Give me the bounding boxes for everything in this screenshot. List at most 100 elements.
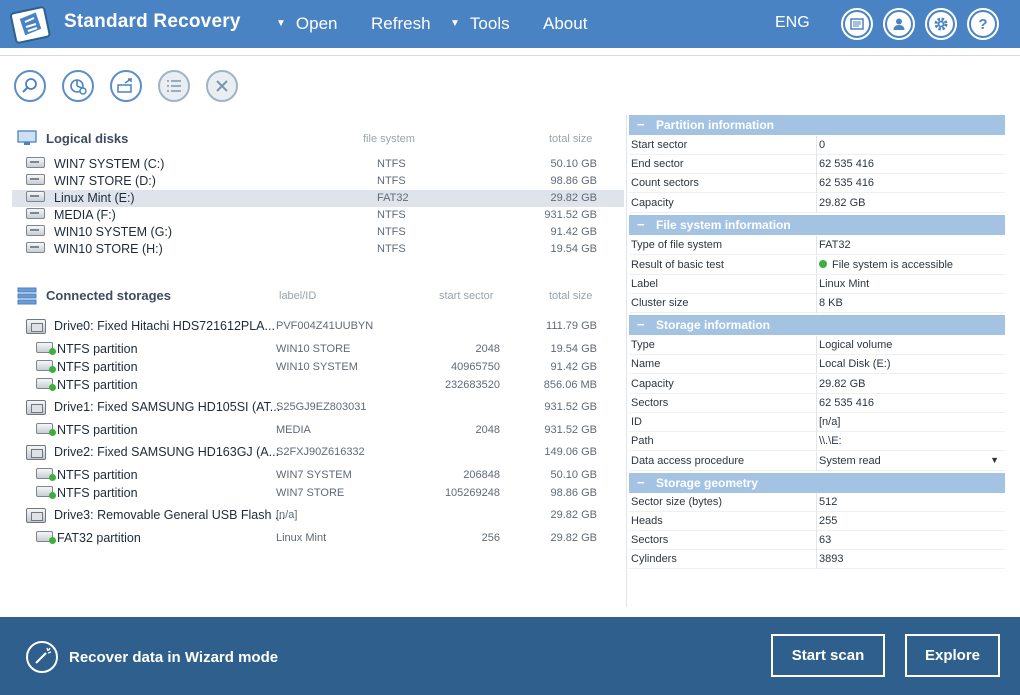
info-value-text: System read: [819, 455, 881, 467]
partition-name: NTFS partition: [57, 360, 138, 374]
list-view-button[interactable]: [158, 70, 190, 102]
column-divider: [816, 275, 817, 294]
storage-label: WIN10 STORE: [276, 343, 351, 355]
info-value: File system is accessible: [819, 259, 953, 271]
storage-drive-row[interactable]: Drive1: Fixed SAMSUNG HD105SI (AT... S25G…: [12, 399, 624, 416]
storage-drive-row[interactable]: Drive0: Fixed Hitachi HDS721612PLA... PVF…: [12, 318, 624, 335]
column-divider: [816, 432, 817, 451]
close-icon: [216, 80, 228, 92]
storage-start-sector: 105269248: [444, 487, 500, 499]
column-divider: [816, 355, 817, 374]
info-row: Type Logical volume: [629, 336, 1005, 355]
info-key: Name: [631, 358, 661, 370]
magnifier-icon: [22, 78, 37, 93]
image-tool-button[interactable]: [110, 70, 142, 102]
storage-partition-row[interactable]: NTFS partition WIN10 SYSTEM 40965750 91.42 …: [12, 359, 624, 376]
disk-scan-button[interactable]: [62, 70, 94, 102]
disk-file-system: NTFS: [377, 209, 406, 221]
messages-button[interactable]: [841, 8, 873, 40]
language-selector[interactable]: ENG: [775, 14, 810, 31]
wizard-wand-icon[interactable]: [26, 641, 58, 673]
info-key: Type of file system: [631, 239, 723, 251]
start-scan-button[interactable]: Start scan: [771, 634, 885, 677]
info-value-text: Linux Mint: [819, 278, 870, 290]
storage-total-size: 856.06 MB: [543, 379, 597, 391]
col-label-id: label/ID: [279, 290, 317, 302]
drive-icon: [26, 508, 46, 523]
chevron-down-icon[interactable]: ▼: [990, 455, 999, 465]
logical-disk-row[interactable]: WIN10 SYSTEM (G:) NTFS 91.42 GB: [12, 224, 624, 241]
menu-about[interactable]: About: [543, 14, 587, 34]
menu-about-label: About: [543, 14, 588, 33]
data-access-procedure-select[interactable]: Data access procedure System read ▼: [629, 452, 1005, 471]
logical-disk-row[interactable]: WIN7 STORE (D:) NTFS 98.86 GB: [12, 173, 624, 190]
close-tool-button[interactable]: [206, 70, 238, 102]
info-row: Capacity 29.82 GB: [629, 375, 1005, 394]
info-value: Linux Mint: [819, 278, 869, 290]
partition-name: NTFS partition: [57, 378, 138, 392]
info-row: ID [n/a]: [629, 413, 1005, 432]
info-row: Count sectors 62 535 416: [629, 174, 1005, 193]
logical-disk-row[interactable]: WIN10 STORE (H:) NTFS 19.54 GB: [12, 241, 624, 258]
explore-button[interactable]: Explore: [905, 634, 1000, 677]
wizard-mode-link[interactable]: Recover data in Wizard mode: [69, 649, 279, 666]
disk-total-size: 931.52 GB: [544, 209, 597, 221]
info-value-text: 63: [819, 534, 832, 546]
search-tool-button[interactable]: [14, 70, 46, 102]
partition-name: FAT32 partition: [57, 531, 141, 545]
section-header-partition[interactable]: − Partition information: [629, 115, 1005, 135]
gear-icon: [934, 17, 948, 31]
info-value-text: Local Disk (E:): [819, 358, 891, 370]
storage-partition-row[interactable]: NTFS partition WIN7 SYSTEM 206848 50.10 GB: [12, 467, 624, 484]
storage-partition-row[interactable]: NTFS partition WIN7 STORE 105269248 98.86 G…: [12, 485, 624, 502]
info-row: Capacity 29.82 GB: [629, 194, 1005, 213]
storage-label: WIN7 STORE: [276, 487, 345, 499]
section-header-filesystem[interactable]: − File system information: [629, 215, 1005, 235]
disk-total-size: 91.42 GB: [550, 226, 597, 238]
storage-total-size: 149.06 GB: [544, 446, 597, 458]
disk-chart-icon: [70, 79, 87, 95]
collapse-icon[interactable]: −: [637, 475, 645, 490]
info-row: End sector 62 535 416: [629, 155, 1005, 174]
partition-name: NTFS partition: [57, 486, 138, 500]
info-key: Result of basic test: [631, 259, 724, 271]
logical-disk-row[interactable]: MEDIA (F:) NTFS 931.52 GB: [12, 207, 624, 224]
storage-partition-row[interactable]: NTFS partition MEDIA 2048 931.52 GB: [12, 422, 624, 439]
drive-icon: [26, 319, 46, 334]
section-header-storage[interactable]: − Storage information: [629, 315, 1005, 335]
section-header-geometry[interactable]: − Storage geometry: [629, 473, 1005, 493]
column-divider: [816, 375, 817, 394]
menu-refresh[interactable]: Refresh: [371, 14, 431, 34]
col-storage-total-size: total size: [549, 290, 593, 302]
connected-storages-title: Connected storages: [46, 288, 171, 303]
partition-icon: [36, 378, 56, 391]
column-divider: [816, 550, 817, 569]
drive-name: Drive3: Removable General USB Flash ...: [54, 508, 286, 522]
storage-drive-row[interactable]: Drive2: Fixed SAMSUNG HD163GJ (A... S2FXJ…: [12, 444, 624, 461]
info-row: Type of file system FAT32: [629, 236, 1005, 255]
storage-partition-row[interactable]: FAT32 partition Linux Mint 256 29.82 GB: [12, 530, 624, 547]
menu-open[interactable]: ▼ Open: [276, 14, 338, 34]
section-title: File system information: [656, 218, 791, 232]
settings-button[interactable]: [925, 8, 957, 40]
storage-partition-row[interactable]: NTFS partition 232683520 856.06 MB: [12, 377, 624, 394]
info-value-text: FAT32: [819, 239, 851, 251]
help-button[interactable]: ?: [967, 8, 999, 40]
logical-disk-row[interactable]: WIN7 SYSTEM (C:) NTFS 50.10 GB: [12, 156, 624, 173]
logical-disk-row[interactable]: Linux Mint (E:) FAT32 29.82 GB: [12, 190, 624, 207]
menu-tools[interactable]: ▼ Tools: [450, 14, 510, 34]
storage-drive-row[interactable]: Drive3: Removable General USB Flash ...[…: [12, 507, 624, 524]
info-value-text: 62 535 416: [819, 177, 875, 189]
disk-file-system: NTFS: [377, 175, 406, 187]
storage-total-size: 19.54 GB: [550, 343, 597, 355]
collapse-icon[interactable]: −: [637, 317, 645, 332]
info-value: \\.\E:: [819, 435, 842, 447]
disk-total-size: 98.86 GB: [550, 175, 597, 187]
collapse-icon[interactable]: −: [637, 117, 645, 132]
account-button[interactable]: [883, 8, 915, 40]
status-ok-icon: [819, 260, 827, 268]
partition-icon: [36, 423, 56, 436]
storage-partition-row[interactable]: NTFS partition WIN10 STORE 2048 19.54 GB: [12, 341, 624, 358]
monitor-icon: [17, 130, 37, 145]
collapse-icon[interactable]: −: [637, 217, 645, 232]
